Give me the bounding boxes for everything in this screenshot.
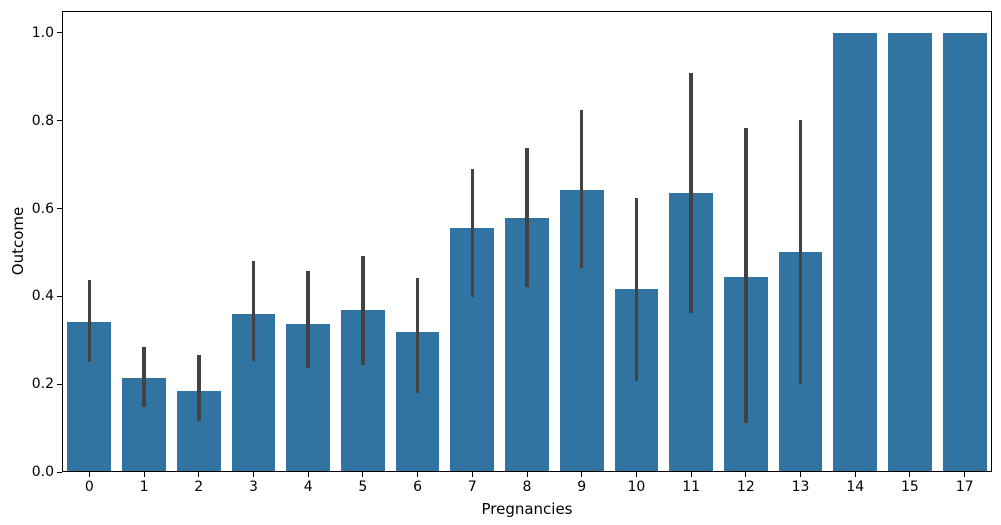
x-tick-mark (88, 472, 90, 477)
error-bar (415, 278, 420, 393)
x-axis-label: Pregnancies (481, 500, 573, 518)
x-tick-mark (362, 472, 364, 477)
error-bar (197, 354, 201, 421)
x-tick-mark (964, 472, 966, 477)
error-bar (251, 260, 256, 361)
error-bar (579, 110, 584, 268)
x-tick-label: 6 (413, 479, 423, 495)
y-tick-mark (57, 383, 62, 385)
y-tick-mark (57, 120, 62, 122)
x-tick-mark (417, 472, 419, 477)
x-tick-label: 9 (577, 479, 587, 495)
error-bar (798, 120, 803, 385)
error-bar (361, 255, 365, 365)
error-bar (306, 270, 310, 369)
y-tick-label: 0.2 (31, 376, 54, 393)
x-tick-label: 5 (358, 479, 368, 495)
x-tick-mark (143, 472, 145, 477)
error-bar (142, 346, 146, 407)
x-tick-label: 1 (139, 479, 149, 495)
y-axis-label: Outcome (9, 206, 27, 276)
x-tick-label: 7 (467, 479, 477, 495)
x-tick-mark (252, 472, 254, 477)
x-tick-label: 10 (627, 479, 646, 495)
x-tick-label: 0 (84, 479, 94, 495)
y-tick-label: 1.0 (31, 24, 54, 41)
x-tick-label: 2 (194, 479, 204, 495)
y-tick-mark (57, 208, 62, 210)
x-tick-label: 4 (303, 479, 313, 495)
error-bar (634, 197, 639, 381)
error-bar (744, 128, 748, 424)
x-tick-mark (800, 472, 802, 477)
x-tick-mark (526, 472, 528, 477)
bar (888, 32, 932, 472)
x-tick-label: 8 (522, 479, 532, 495)
x-tick-label: 12 (736, 479, 755, 495)
x-tick-mark (198, 472, 200, 477)
y-tick-label: 0.8 (31, 112, 54, 129)
x-tick-label: 13 (791, 479, 810, 495)
x-tick-label: 14 (846, 479, 865, 495)
y-tick-label: 0.0 (31, 464, 54, 480)
y-tick-mark (57, 295, 62, 297)
x-tick-mark (909, 472, 911, 477)
x-tick-label: 17 (955, 479, 974, 495)
y-tick-label: 0.4 (31, 288, 54, 305)
bar (942, 32, 987, 472)
x-tick-label: 15 (901, 479, 919, 495)
x-tick-mark (307, 472, 309, 477)
x-tick-mark (690, 472, 692, 477)
error-bar (470, 169, 475, 297)
x-tick-label: 11 (682, 479, 701, 495)
y-tick-mark (57, 471, 62, 473)
x-tick-mark (854, 472, 856, 477)
bar (833, 32, 878, 472)
y-tick-label: 0.6 (31, 200, 54, 217)
x-tick-label: 3 (249, 479, 258, 495)
x-tick-mark (745, 472, 747, 477)
error-bar (689, 72, 693, 314)
x-tick-mark (581, 472, 583, 477)
x-tick-mark (471, 472, 473, 477)
error-bar (525, 147, 529, 288)
y-tick-mark (57, 32, 62, 34)
error-bar (87, 280, 92, 362)
x-tick-mark (635, 472, 637, 477)
